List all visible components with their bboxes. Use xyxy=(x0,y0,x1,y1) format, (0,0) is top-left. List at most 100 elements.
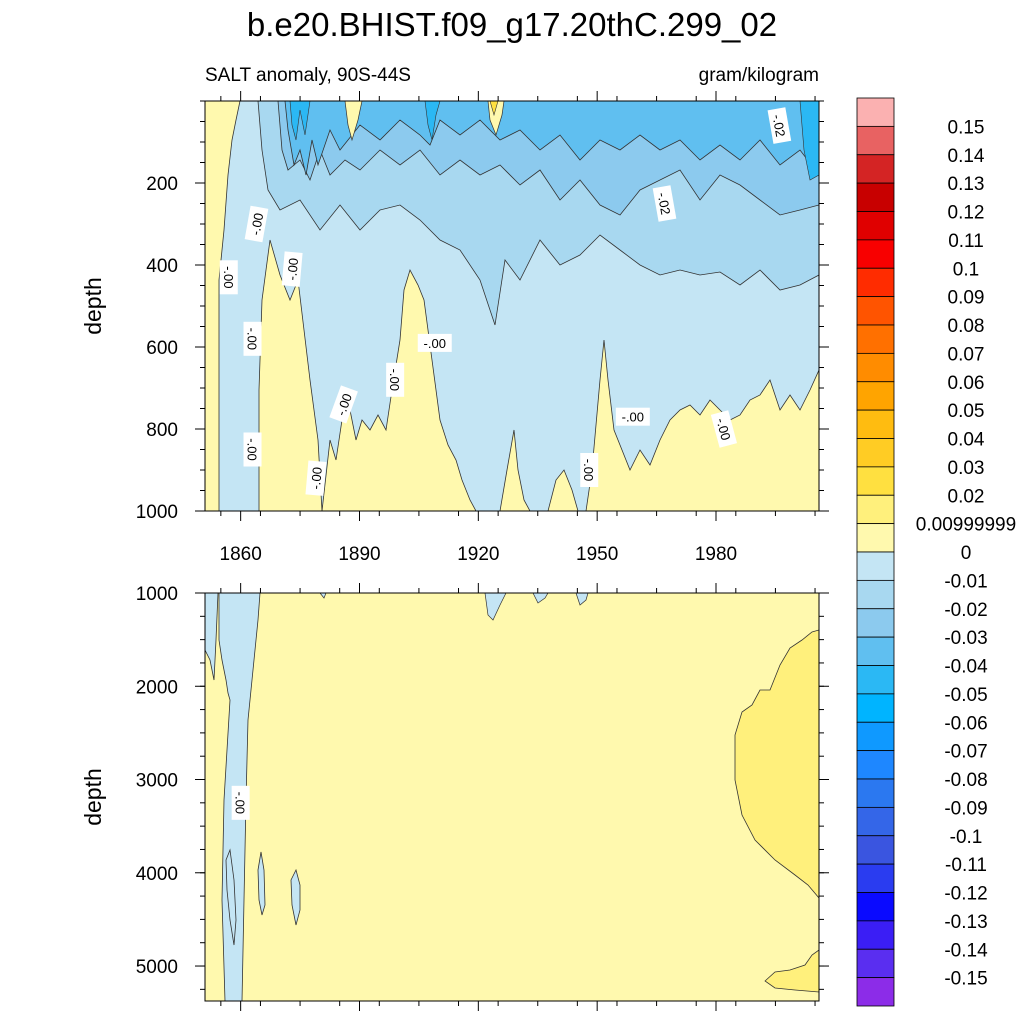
contour-label-box xyxy=(580,453,599,487)
colorbar-label: -0.09 xyxy=(944,798,987,819)
colorbar-swatch xyxy=(856,920,895,950)
contour-label-box xyxy=(305,460,327,496)
contour-label-text: -.02 xyxy=(770,113,789,138)
colorbar-swatch xyxy=(856,892,895,922)
contour-label-box xyxy=(386,362,405,397)
colorbar-swatch xyxy=(856,125,895,156)
subtitle-left: SALT anomaly, 90S-44S xyxy=(205,65,411,86)
upper-positive-patch-2 xyxy=(489,101,499,117)
colorbar-label: -0.03 xyxy=(944,628,987,649)
lower-positive-high-right xyxy=(734,629,819,899)
contour-label-box xyxy=(244,205,269,243)
colorbar-label: 0.14 xyxy=(948,146,985,167)
lower-positive-high-bottom xyxy=(764,949,819,993)
lower-panel: 1000 2000 3000 4000 5000 -.00 xyxy=(136,583,829,1011)
contour-label-box xyxy=(231,785,250,820)
colorbar-label: 0.02 xyxy=(948,486,985,507)
contour-label: -.02 xyxy=(767,107,792,144)
lower-negative-patch-2 xyxy=(257,851,266,916)
colorbar-label: 0.11 xyxy=(948,231,984,252)
contour-label-text: -.00 xyxy=(248,212,267,237)
colorbar-swatch xyxy=(856,239,895,269)
colorbar-label: 0.07 xyxy=(948,344,985,365)
upper-positive-patch-1 xyxy=(344,101,505,142)
colorbar-label: -0.05 xyxy=(944,685,987,706)
colorbar-swatch xyxy=(856,665,895,695)
colorbar-swatch xyxy=(856,267,895,298)
contour-label-box xyxy=(281,251,303,287)
colorbar-label: 0.08 xyxy=(948,316,985,337)
x-tick-label: 1950 xyxy=(576,544,618,565)
contour-label-box xyxy=(652,185,677,222)
upper-y-axis-label: depth xyxy=(80,277,106,335)
y-tick-label: 400 xyxy=(146,256,178,277)
upper-panel: 200 400 600 800 1000 1860 1890 1920 1950 1980 -.0… xyxy=(136,91,829,565)
colorbar-swatch xyxy=(856,806,895,837)
colorbar-label: 0.12 xyxy=(948,203,985,224)
colorbar-swatch xyxy=(856,835,895,865)
contour-label-text: -.00 xyxy=(622,410,644,425)
colorbar: 0.15 0.14 0.13 0.12 0.11 0.1 0.09 0.08 0.07 0.06 0… xyxy=(856,97,1016,1007)
colorbar-label: -0.07 xyxy=(944,742,987,763)
colorbar-label: -0.01 xyxy=(944,571,987,592)
contour-label-box xyxy=(417,333,452,352)
upper-positive-region-left xyxy=(205,101,241,511)
colorbar-swatch xyxy=(856,636,895,666)
contour-label-text: -.00 xyxy=(387,369,402,391)
colorbar-swatch xyxy=(856,579,895,610)
upper-negative-band-3 xyxy=(284,101,819,176)
colorbar-swatch xyxy=(856,466,895,496)
contour-label-text: -.00 xyxy=(284,257,301,281)
y-tick-label: 200 xyxy=(146,174,178,195)
contour-label-text: -.00 xyxy=(245,328,260,350)
colorbar-label: 0.09 xyxy=(948,288,985,309)
contour-label-box xyxy=(243,432,262,467)
y-tick-label: 2000 xyxy=(136,677,178,698)
colorbar-swatch xyxy=(856,721,895,752)
colorbar-swatch xyxy=(856,494,895,525)
contour-label: -.00 xyxy=(417,333,452,352)
contour-label-text: -.02 xyxy=(655,191,674,216)
contour-label: -.00 xyxy=(580,453,599,487)
contour-label: -.00 xyxy=(244,205,269,243)
y-tick-label: 1000 xyxy=(136,502,178,523)
y-tick-label: 800 xyxy=(146,420,178,441)
colorbar-label: 0.13 xyxy=(948,174,985,195)
colorbar-label: 0.00999999 xyxy=(916,515,1016,536)
colorbar-label: -0.04 xyxy=(944,657,988,678)
contour-label-box xyxy=(615,407,650,426)
colorbar-label: -0.06 xyxy=(944,713,987,734)
colorbar-swatch xyxy=(856,438,895,468)
y-tick-label: 3000 xyxy=(136,771,178,792)
colorbar-swatch xyxy=(856,608,895,638)
upper-axes: 200 400 600 800 1000 1860 1890 1920 1950 1980 xyxy=(136,91,829,565)
contour-label-text: -.00 xyxy=(245,438,260,460)
x-tick-label: 1860 xyxy=(220,544,262,565)
figure-title: b.e20.BHIST.f09_g17.20thC.299_02 xyxy=(247,6,777,43)
colorbar-swatch xyxy=(856,352,895,383)
upper-positive-region-right xyxy=(585,339,819,511)
colorbar-swatch xyxy=(856,324,895,354)
upper-positive-region-main xyxy=(258,239,477,511)
colorbar-swatch xyxy=(856,948,895,979)
colorbar-swatch xyxy=(856,211,895,241)
contour-label-box xyxy=(243,321,262,356)
contour-label: -.00 xyxy=(305,460,327,496)
colorbar-swatch xyxy=(856,154,895,184)
lower-plot-frame xyxy=(204,592,820,1002)
colorbar-label: -0.1 xyxy=(950,827,983,848)
contour-label-text: -.00 xyxy=(333,391,355,417)
colorbar-label: 0.1 xyxy=(953,259,979,280)
colorbar-label: -0.14 xyxy=(944,940,988,961)
contour-label-box xyxy=(767,107,792,144)
colorbar-label: 0 xyxy=(961,543,972,564)
y-tick-label: 600 xyxy=(146,338,178,359)
colorbar-label: 0.03 xyxy=(948,458,985,479)
contour-label: -.00 xyxy=(243,321,262,356)
lower-axes: 1000 2000 3000 4000 5000 xyxy=(136,583,829,1011)
contour-label-text: -.00 xyxy=(424,336,446,351)
contour-label: -.00 xyxy=(615,407,650,426)
lower-contour-labels: -.00 xyxy=(231,785,250,820)
subtitle-right: gram/kilogram xyxy=(699,65,819,86)
